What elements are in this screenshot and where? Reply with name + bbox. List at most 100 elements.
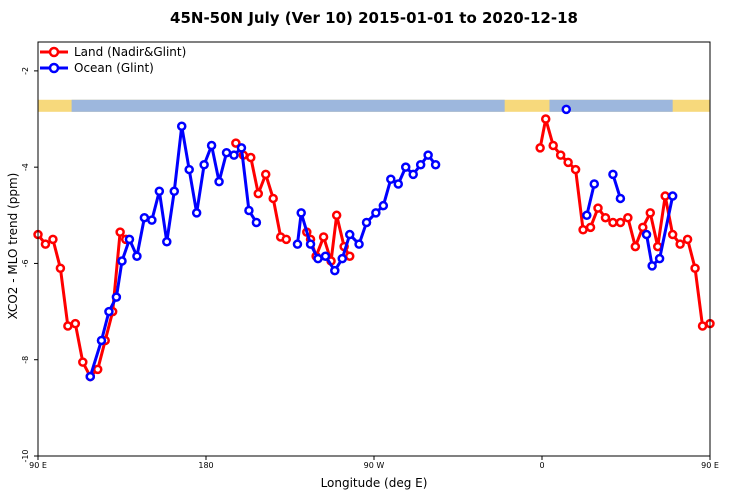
y-tick-label: -2 [21, 67, 30, 75]
data-point [430, 160, 441, 170]
data-point [393, 179, 404, 189]
data-point [615, 217, 626, 228]
legend-swatch-land [40, 46, 68, 58]
x-tick-label: 90 W [364, 461, 385, 470]
data-point [608, 169, 618, 180]
legend-item-ocean: Ocean (Glint) [40, 60, 186, 76]
x-tick-label: 0 [539, 461, 544, 470]
data-point [92, 364, 103, 375]
series-1 [85, 104, 678, 382]
data-point [660, 191, 670, 201]
data-point [415, 160, 426, 170]
data-point [423, 150, 433, 160]
data-point [344, 251, 355, 261]
data-point [337, 253, 348, 264]
data-point [40, 239, 51, 249]
data-point [305, 239, 316, 249]
legend-label-land: Land (Nadir&Glint) [74, 45, 187, 59]
data-point [535, 143, 545, 153]
data-point [344, 229, 355, 240]
data-point [124, 234, 135, 245]
data-point [561, 104, 572, 115]
data-point [104, 306, 114, 317]
series-line [88, 124, 258, 378]
data-point [615, 193, 626, 204]
data-point [169, 186, 180, 196]
data-point [555, 150, 566, 160]
data-point [96, 335, 107, 346]
data-point [667, 229, 678, 240]
data-point [378, 200, 389, 211]
data-point [115, 227, 125, 237]
data-point [675, 239, 685, 249]
series-line [585, 183, 596, 216]
data-point [253, 188, 264, 199]
data-point [570, 164, 581, 175]
data-point [251, 217, 262, 228]
data-point [281, 234, 292, 245]
x-tick-label: 180 [198, 461, 213, 470]
data-point [147, 215, 157, 225]
data-point [176, 121, 187, 131]
series-line [645, 195, 675, 268]
x-tick-label: 90 E [29, 461, 47, 470]
data-point [408, 169, 418, 180]
data-point [154, 186, 165, 196]
data-point [320, 251, 331, 261]
data-point [206, 140, 217, 151]
data-point [386, 174, 396, 184]
data-point [582, 210, 592, 221]
data-point [296, 208, 306, 218]
data-point [214, 176, 224, 187]
data-point [589, 179, 600, 189]
data-point [268, 193, 278, 204]
data-point [318, 232, 329, 242]
data-point [162, 237, 172, 247]
data-point [246, 152, 256, 163]
data-point [139, 212, 150, 223]
data-point [638, 222, 648, 233]
legend-item-land: Land (Nadir&Glint) [40, 44, 186, 60]
data-point [641, 229, 652, 240]
y-tick-label: -4 [21, 163, 30, 171]
data-point [623, 212, 633, 223]
data-point [697, 321, 708, 331]
data-point [132, 251, 142, 261]
data-point [221, 147, 232, 158]
chart-title: 45N-50N July (Ver 10) 2015-01-01 to 2020… [170, 9, 578, 27]
data-point [55, 263, 66, 274]
data-point [231, 138, 241, 148]
strip-ocean-1 [549, 99, 673, 112]
data-point [78, 357, 88, 367]
data-point [331, 210, 342, 221]
y-tick-label: -10 [21, 449, 30, 462]
data-point [654, 253, 665, 264]
data-point [630, 241, 641, 252]
data-point [117, 256, 127, 266]
data-point [361, 217, 372, 228]
data-point [667, 191, 678, 201]
data-point [578, 224, 588, 235]
data-point [292, 239, 303, 249]
data-point [260, 169, 271, 180]
x-tick-label: 90 E [701, 461, 719, 470]
legend: Land (Nadir&Glint) Ocean (Glint) [40, 44, 186, 76]
data-point [313, 253, 323, 264]
y-tick-label: -6 [21, 259, 30, 267]
data-point [354, 239, 364, 249]
data-point [330, 265, 340, 276]
axes: 90 E 180 90 W 0 90 E -2 -4 -6 -8 -10 [21, 67, 719, 470]
data-point [563, 157, 573, 168]
data-point [371, 208, 381, 218]
data-point [199, 160, 209, 170]
data-point [645, 208, 656, 218]
data-point [63, 321, 73, 331]
data-point [236, 143, 247, 153]
data-point [593, 203, 603, 213]
data-point [48, 234, 58, 245]
land-ocean-strip [38, 99, 710, 112]
x-axis-label: Longitude (deg E) [320, 476, 428, 490]
data-point [682, 234, 693, 245]
data-point [229, 150, 239, 160]
